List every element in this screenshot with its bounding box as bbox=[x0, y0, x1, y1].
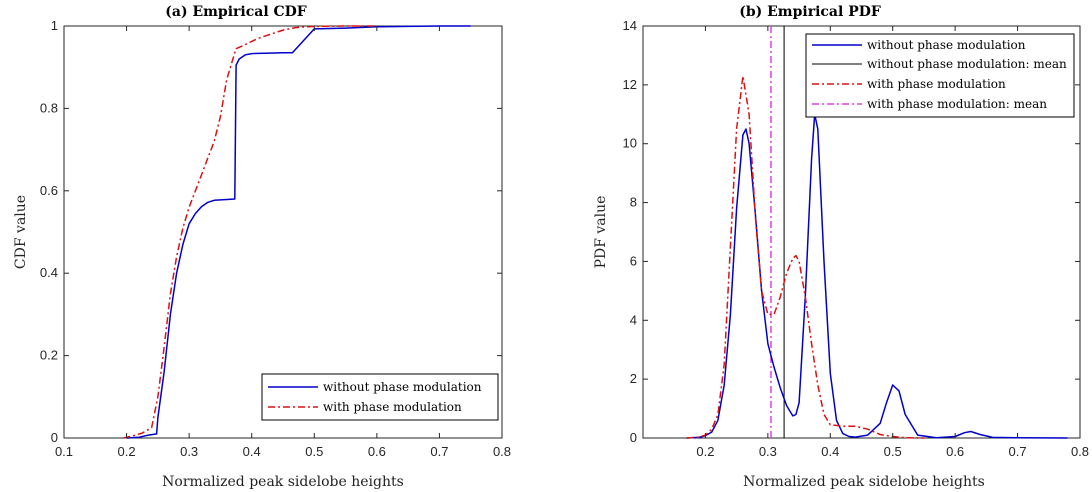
cdf-legend-label-without: without phase modulation bbox=[323, 380, 482, 394]
cdf-legend: without phase modulation with phase modu… bbox=[261, 373, 499, 421]
cdf-xtick-label: 0.3 bbox=[180, 444, 198, 459]
pdf-xtick-label: 0.8 bbox=[1071, 444, 1089, 459]
pdf-series-without-phase bbox=[686, 113, 1068, 439]
cdf-xtick-label: 0.4 bbox=[243, 444, 261, 459]
pdf-xtick-label: 0.5 bbox=[884, 444, 902, 459]
cdf-ytick-label: 0.4 bbox=[40, 265, 58, 280]
cdf-ytick-label: 1 bbox=[51, 18, 58, 33]
pdf-xlabel: Normalized peak sidelobe heights bbox=[743, 474, 985, 490]
pdf-ytick-label: 2 bbox=[630, 371, 637, 386]
panel-cdf: (a) Empirical CDF 0.1 0.2 0.3 0.4 0.5 0.6 0.7 0… bbox=[13, 4, 511, 490]
pdf-legend-label-with: with phase modulation bbox=[867, 77, 1006, 91]
cdf-ytick-label: 0.6 bbox=[40, 183, 58, 198]
pdf-legend-label-without-mean: without phase modulation: mean bbox=[867, 57, 1067, 71]
cdf-series-without-phase bbox=[126, 25, 471, 439]
pdf-ylabel: PDF value bbox=[593, 196, 609, 269]
cdf-xtick-label: 0.2 bbox=[118, 444, 136, 459]
cdf-xtick-label: 0.7 bbox=[430, 444, 448, 459]
pdf-ytick-label: 4 bbox=[630, 312, 637, 327]
pdf-legend-label-with-mean: with phase modulation: mean bbox=[867, 97, 1047, 111]
pdf-ticks: 0.2 0.3 0.4 0.5 0.6 0.7 0.8 0 2 4 6 8 10 12 14 bbox=[623, 18, 1090, 459]
pdf-ytick-label: 12 bbox=[623, 77, 637, 92]
pdf-xtick-label: 0.2 bbox=[696, 444, 714, 459]
cdf-xtick-label: 0.8 bbox=[493, 444, 511, 459]
pdf-series-with-phase bbox=[686, 75, 924, 439]
pdf-ytick-label: 6 bbox=[630, 253, 637, 268]
cdf-xlabel: Normalized peak sidelobe heights bbox=[162, 474, 404, 490]
cdf-ytick-label: 0 bbox=[51, 430, 58, 445]
cdf-xtick-label: 0.5 bbox=[305, 444, 323, 459]
pdf-xtick-label: 0.4 bbox=[821, 444, 839, 459]
pdf-ytick-label: 10 bbox=[623, 136, 637, 151]
cdf-series-with-phase bbox=[123, 25, 377, 439]
cdf-legend-box bbox=[261, 373, 499, 421]
cdf-ytick-label: 0.2 bbox=[40, 348, 58, 363]
pdf-xtick-label: 0.3 bbox=[759, 444, 777, 459]
pdf-ytick-label: 14 bbox=[623, 18, 637, 33]
cdf-title: (a) Empirical CDF bbox=[165, 4, 307, 20]
pdf-xtick-label: 0.7 bbox=[1009, 444, 1027, 459]
cdf-ylabel: CDF value bbox=[13, 195, 29, 269]
cdf-ytick-label: 0.8 bbox=[40, 100, 58, 115]
panel-pdf: (b) Empirical PDF 0.2 0.3 0.4 0.5 0.6 0.7 0.80… bbox=[593, 4, 1089, 490]
cdf-ticks: 0.1 0.2 0.3 0.4 0.5 0.6 0.7 0.8 0 0.2 0.4 0.6 0.8 1 bbox=[40, 18, 511, 459]
cdf-xtick-label: 0.6 bbox=[368, 444, 386, 459]
cdf-plot-area bbox=[63, 25, 503, 439]
cdf-axes-box bbox=[63, 25, 503, 439]
pdf-title: (b) Empirical PDF bbox=[739, 4, 881, 20]
pdf-ytick-label: 8 bbox=[630, 195, 637, 210]
pdf-legend: without phase modulation without phase m… bbox=[805, 33, 1075, 118]
pdf-axes-box bbox=[642, 25, 1081, 439]
cdf-legend-label-with: with phase modulation bbox=[323, 400, 462, 414]
pdf-ytick-label: 0 bbox=[630, 430, 637, 445]
pdf-legend-box bbox=[805, 33, 1075, 118]
cdf-xtick-label: 0.1 bbox=[55, 444, 73, 459]
pdf-legend-label-without: without phase modulation bbox=[867, 38, 1026, 52]
pdf-xtick-label: 0.6 bbox=[946, 444, 964, 459]
